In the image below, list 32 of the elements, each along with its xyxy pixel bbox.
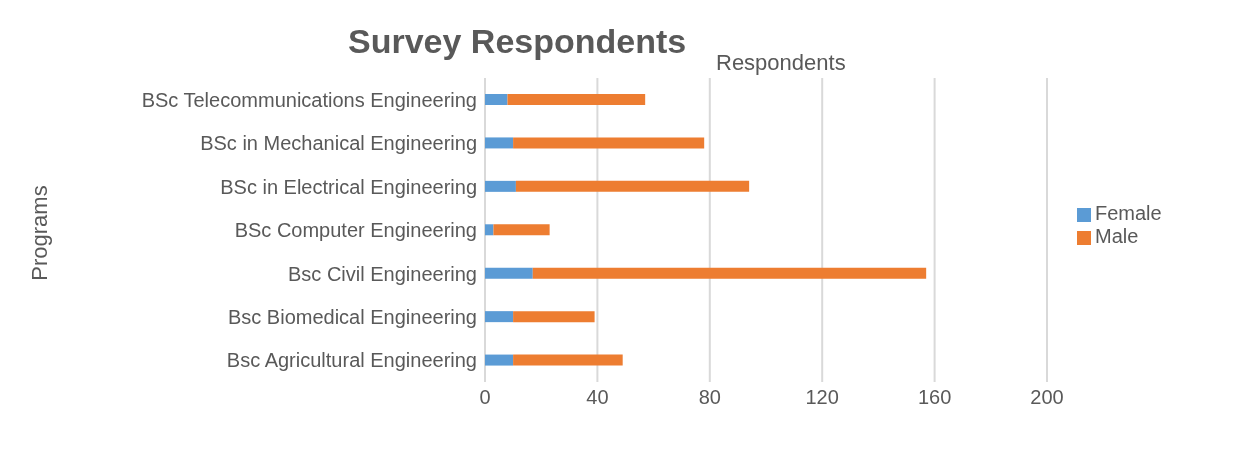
bar [513, 354, 623, 366]
y-tick-label: Bsc Civil Engineering [288, 262, 477, 285]
bar [485, 180, 516, 192]
bar [485, 267, 533, 279]
legend-label: Female [1095, 202, 1162, 224]
x-tick-label: 160 [917, 386, 952, 409]
legend-label: Male [1095, 225, 1139, 247]
y-tick-label: BSc in Electrical Engineering [220, 175, 477, 198]
y-tick-label: BSc Telecommunications Engineering [141, 88, 477, 111]
bar [513, 311, 595, 323]
x-tick-label: 200 [1030, 386, 1064, 409]
x-axis-title: Respondents [716, 50, 846, 76]
bar [532, 267, 927, 279]
bar [513, 137, 705, 149]
y-axis-title: Programs [27, 185, 53, 281]
x-tick-label: 80 [698, 386, 721, 409]
x-tick-label: 120 [805, 386, 839, 409]
bar [507, 94, 646, 105]
bar [485, 354, 514, 366]
y-tick-label: BSc Computer Engineering [234, 219, 477, 242]
x-tick-label: 40 [586, 386, 609, 409]
y-tick-label: BSc in Mechanical Engineering [200, 132, 477, 155]
bar [485, 311, 514, 323]
y-tick-label: Bsc Agricultural Engineering [226, 349, 477, 372]
bar [485, 224, 494, 236]
bar [515, 180, 750, 192]
bar [485, 94, 508, 105]
bar [493, 224, 550, 236]
x-tick-label: 0 [479, 386, 491, 409]
bar [485, 137, 514, 149]
y-tick-label: Bsc Biomedical Engineering [227, 305, 477, 328]
chart-title: Survey Respondents [348, 22, 687, 61]
